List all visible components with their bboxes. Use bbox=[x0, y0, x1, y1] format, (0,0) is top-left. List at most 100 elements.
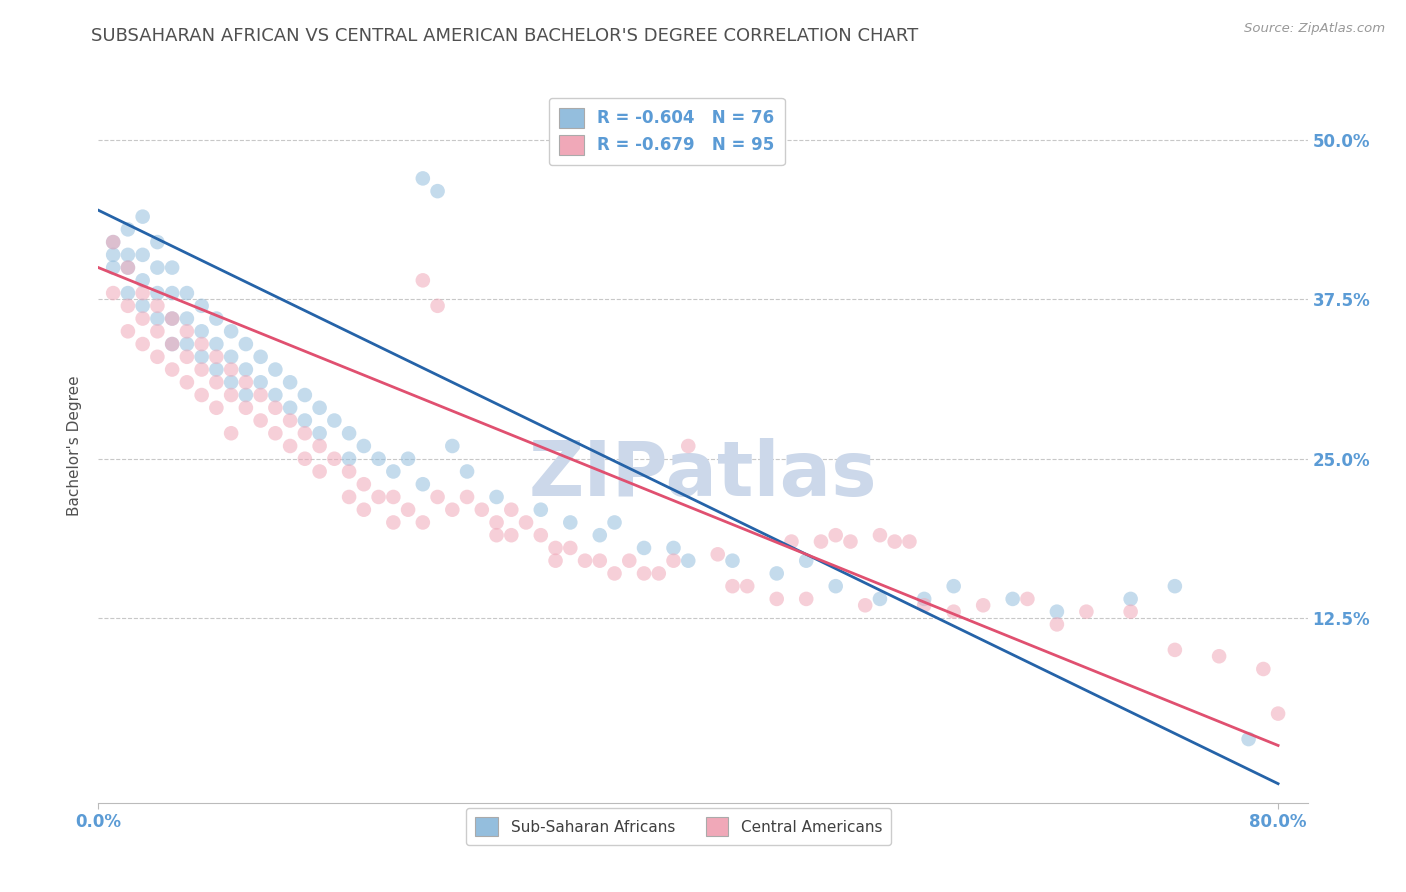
Point bbox=[853, 599, 876, 613]
Point bbox=[131, 210, 153, 224]
Point bbox=[205, 401, 228, 415]
Point bbox=[219, 324, 242, 338]
Point bbox=[235, 337, 257, 351]
Point bbox=[235, 376, 257, 390]
Point bbox=[323, 413, 346, 427]
Point bbox=[337, 465, 360, 479]
Point bbox=[219, 350, 242, 364]
Point bbox=[146, 311, 169, 326]
Y-axis label: Bachelor's Degree: Bachelor's Degree bbox=[67, 376, 83, 516]
Point bbox=[160, 311, 183, 326]
Point bbox=[278, 401, 301, 415]
Point bbox=[441, 502, 464, 516]
Point bbox=[101, 235, 124, 249]
Point bbox=[1046, 617, 1069, 632]
Point bbox=[264, 401, 287, 415]
Point bbox=[367, 490, 389, 504]
Point bbox=[456, 465, 478, 479]
Point bbox=[589, 554, 612, 568]
Point bbox=[117, 260, 139, 275]
Point bbox=[160, 311, 183, 326]
Point bbox=[146, 286, 169, 301]
Point bbox=[337, 426, 360, 441]
Point bbox=[264, 426, 287, 441]
Point bbox=[1253, 662, 1275, 676]
Point bbox=[426, 184, 449, 198]
Point bbox=[633, 566, 655, 581]
Point bbox=[794, 591, 817, 606]
Point bbox=[235, 401, 257, 415]
Point bbox=[412, 477, 434, 491]
Point bbox=[249, 388, 271, 402]
Point bbox=[560, 541, 582, 555]
Point bbox=[117, 324, 139, 338]
Point bbox=[131, 299, 153, 313]
Point bbox=[131, 311, 153, 326]
Point bbox=[721, 554, 744, 568]
Point bbox=[619, 554, 641, 568]
Point bbox=[485, 528, 508, 542]
Point bbox=[146, 350, 169, 364]
Point bbox=[678, 439, 700, 453]
Point bbox=[294, 426, 316, 441]
Point bbox=[810, 534, 832, 549]
Point bbox=[294, 413, 316, 427]
Point bbox=[294, 388, 316, 402]
Point bbox=[367, 451, 389, 466]
Point bbox=[603, 566, 626, 581]
Point bbox=[249, 350, 271, 364]
Point bbox=[648, 566, 671, 581]
Point bbox=[117, 286, 139, 301]
Point bbox=[1164, 579, 1187, 593]
Point bbox=[471, 502, 494, 516]
Point bbox=[353, 502, 375, 516]
Point bbox=[101, 235, 124, 249]
Point bbox=[176, 376, 198, 390]
Point bbox=[1164, 643, 1187, 657]
Point bbox=[382, 465, 405, 479]
Point bbox=[912, 599, 935, 613]
Point bbox=[101, 286, 124, 301]
Point bbox=[1001, 591, 1024, 606]
Point bbox=[662, 541, 685, 555]
Point bbox=[160, 362, 183, 376]
Point bbox=[235, 388, 257, 402]
Point bbox=[131, 337, 153, 351]
Point bbox=[1046, 605, 1069, 619]
Text: ZIPatlas: ZIPatlas bbox=[529, 438, 877, 511]
Point bbox=[603, 516, 626, 530]
Point bbox=[146, 299, 169, 313]
Point bbox=[219, 388, 242, 402]
Point bbox=[353, 439, 375, 453]
Point bbox=[146, 235, 169, 249]
Point bbox=[678, 554, 700, 568]
Point bbox=[942, 605, 965, 619]
Point bbox=[530, 502, 553, 516]
Point bbox=[942, 579, 965, 593]
Point bbox=[898, 534, 921, 549]
Point bbox=[794, 554, 817, 568]
Point bbox=[824, 528, 846, 542]
Point bbox=[560, 516, 582, 530]
Point bbox=[176, 324, 198, 338]
Point bbox=[160, 337, 183, 351]
Point bbox=[131, 286, 153, 301]
Point bbox=[544, 554, 567, 568]
Point bbox=[176, 286, 198, 301]
Point bbox=[219, 362, 242, 376]
Point bbox=[235, 362, 257, 376]
Point bbox=[117, 299, 139, 313]
Point bbox=[337, 490, 360, 504]
Legend: Sub-Saharan Africans, Central Americans: Sub-Saharan Africans, Central Americans bbox=[467, 808, 891, 845]
Point bbox=[249, 376, 271, 390]
Point bbox=[249, 413, 271, 427]
Point bbox=[412, 273, 434, 287]
Point bbox=[160, 337, 183, 351]
Point bbox=[501, 502, 523, 516]
Point bbox=[662, 554, 685, 568]
Point bbox=[146, 260, 169, 275]
Point bbox=[1237, 732, 1260, 747]
Point bbox=[308, 439, 330, 453]
Point bbox=[264, 388, 287, 402]
Point bbox=[839, 534, 862, 549]
